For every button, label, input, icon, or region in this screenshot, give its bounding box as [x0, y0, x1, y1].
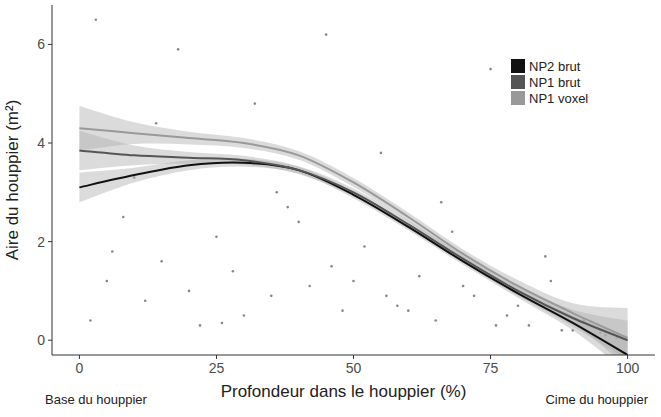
y-axis-label: Aire du houppier (m²)	[3, 100, 22, 261]
legend-label: NP2 brut	[529, 59, 581, 74]
point	[451, 230, 454, 233]
x-tick	[627, 355, 628, 359]
point	[286, 206, 289, 209]
point	[352, 280, 355, 283]
point	[111, 250, 114, 253]
x-tick	[216, 355, 217, 359]
point	[473, 295, 476, 298]
point	[434, 319, 437, 322]
y-tick	[48, 340, 52, 341]
y-tick-label: 4	[37, 135, 45, 151]
point	[506, 314, 509, 317]
legend-label: NP1 voxel	[529, 91, 588, 106]
x-tick-label: 25	[209, 360, 225, 376]
chart: 0 2 4 6 0 25 50 75 100 Profondeur dans le houppie…	[0, 0, 661, 417]
plot-area	[79, 18, 627, 355]
x-tick-label: 0	[76, 360, 84, 376]
point	[144, 299, 147, 302]
confidence-band	[79, 158, 627, 355]
point	[122, 216, 125, 219]
point	[308, 285, 311, 288]
legend-swatch	[511, 59, 525, 73]
x-tick	[79, 355, 80, 359]
point	[232, 270, 235, 273]
series-line	[79, 128, 627, 338]
legend-box	[507, 55, 605, 111]
point	[199, 324, 202, 327]
confidence-band	[79, 131, 627, 355]
point	[254, 102, 257, 105]
y-tick	[48, 143, 52, 144]
y-tick-label: 6	[37, 36, 45, 52]
point	[517, 304, 520, 307]
point	[330, 265, 333, 268]
x-tick	[353, 355, 354, 359]
point	[275, 191, 278, 194]
y-tick	[48, 44, 52, 45]
x-tick-label: 50	[346, 360, 362, 376]
point	[396, 304, 399, 307]
point	[177, 48, 180, 51]
legend-label: NP1 brut	[529, 75, 581, 90]
y-tick	[48, 241, 52, 242]
point	[188, 290, 191, 293]
legend: NP2 brutNP1 brutNP1 voxel	[507, 55, 605, 111]
point	[89, 319, 92, 322]
point	[528, 324, 531, 327]
confidence-band	[79, 106, 627, 355]
point	[385, 295, 388, 298]
point	[95, 18, 98, 21]
point	[297, 221, 300, 224]
point	[418, 275, 421, 278]
annotation: Base du houppier	[45, 392, 148, 407]
point	[106, 280, 109, 283]
y-axis-line	[52, 5, 53, 355]
point	[544, 255, 547, 258]
point	[380, 152, 383, 155]
point	[489, 68, 492, 71]
point	[155, 122, 158, 125]
x-tick	[490, 355, 491, 359]
point	[215, 235, 218, 238]
x-axis-label: Profondeur dans le houppier (%)	[221, 382, 467, 401]
point	[160, 260, 163, 263]
annotation: Cime du houppier	[545, 392, 648, 407]
point	[221, 322, 224, 325]
point	[363, 245, 366, 248]
background	[0, 0, 661, 417]
y-tick-label: 2	[37, 234, 45, 250]
point	[462, 285, 465, 288]
legend-swatch	[511, 91, 525, 105]
point	[550, 280, 553, 283]
point	[243, 314, 246, 317]
point	[561, 329, 564, 332]
series-line	[79, 150, 627, 340]
point	[495, 324, 498, 327]
point	[341, 309, 344, 312]
legend-swatch	[511, 75, 525, 89]
y-tick-label: 0	[37, 332, 45, 348]
point	[440, 201, 443, 204]
point	[325, 33, 328, 36]
x-tick-label: 75	[483, 360, 499, 376]
point	[407, 309, 410, 312]
x-tick-label: 100	[616, 360, 640, 376]
point	[270, 295, 273, 298]
